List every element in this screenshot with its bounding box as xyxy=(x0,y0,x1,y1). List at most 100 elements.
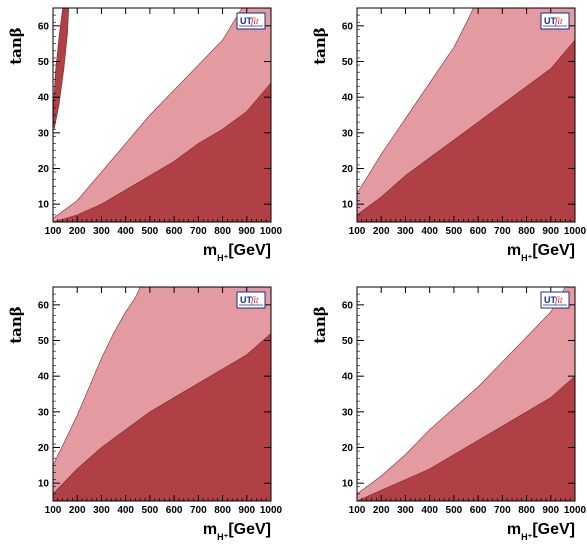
x-tick-label: 300 xyxy=(397,505,414,516)
x-axis-label-main: m xyxy=(203,521,217,538)
logo-box xyxy=(540,291,570,309)
x-tick-label: 900 xyxy=(542,226,559,237)
y-tick-label: 20 xyxy=(38,164,50,175)
y-tick-label: 10 xyxy=(342,479,354,490)
x-tick-label: 600 xyxy=(166,226,183,237)
x-tick-label: 1000 xyxy=(564,226,587,237)
x-tick-label: 400 xyxy=(117,505,134,516)
x-tick-label: 300 xyxy=(397,226,414,237)
y-axis-label: tanβ xyxy=(7,306,25,344)
x-tick-label: 700 xyxy=(190,226,207,237)
x-tick-label: 1000 xyxy=(260,226,283,237)
x-tick-label: 900 xyxy=(238,226,255,237)
y-tick-label: 60 xyxy=(342,21,354,32)
x-axis-label-main: m xyxy=(507,521,521,538)
chart-panel-3: 100 200 300 400 500 600 700 800 900 1000 10 20 30 40 5… xyxy=(7,286,283,542)
y-tick-label: 30 xyxy=(38,407,50,418)
utfit-logo: UT fit xyxy=(236,12,266,30)
allowed-region-dark-island xyxy=(52,7,70,130)
x-axis-label: mH⁺[GeV] xyxy=(203,521,271,542)
x-axis-label-unit: [GeV] xyxy=(532,242,575,259)
x-tick-label: 300 xyxy=(93,505,110,516)
x-axis-label-unit: [GeV] xyxy=(532,521,575,538)
x-axis-label-main: m xyxy=(507,242,521,259)
chart-panel-1: 100 200 300 400 500 600 700 800 900 1000 10 20 30 40 5… xyxy=(7,7,283,263)
x-tick-label: 200 xyxy=(373,505,390,516)
x-tick-label: 600 xyxy=(166,505,183,516)
x-axis-label-subscript: H⁺ xyxy=(217,253,228,263)
y-tick-label: 60 xyxy=(342,300,354,311)
y-tick-label: 10 xyxy=(38,479,50,490)
y-tick-label: 40 xyxy=(38,93,50,104)
x-tick-label: 400 xyxy=(421,226,438,237)
y-tick-label: 60 xyxy=(38,300,50,311)
x-tick-label: 800 xyxy=(214,505,231,516)
y-tick-label: 20 xyxy=(38,443,50,454)
y-tick-label: 40 xyxy=(342,93,354,104)
utfit-logo: UT fit xyxy=(540,291,570,309)
y-tick-label: 20 xyxy=(342,443,354,454)
y-tick-label: 30 xyxy=(342,407,354,418)
x-axis-label-subscript: H⁺ xyxy=(217,532,228,542)
x-tick-label: 700 xyxy=(494,505,511,516)
x-tick-label: 600 xyxy=(470,505,487,516)
x-tick-label: 400 xyxy=(421,505,438,516)
y-tick-label: 50 xyxy=(342,57,354,68)
x-tick-label: 100 xyxy=(45,226,62,237)
x-axis-label-unit: [GeV] xyxy=(228,521,271,538)
x-axis-label: mH⁺[GeV] xyxy=(507,521,575,542)
x-tick-label: 500 xyxy=(446,226,463,237)
x-tick-label: 500 xyxy=(142,505,159,516)
y-tick-label: 40 xyxy=(342,372,354,383)
x-tick-label: 900 xyxy=(238,505,255,516)
y-tick-label: 50 xyxy=(38,336,50,347)
y-tick-label: 30 xyxy=(342,128,354,139)
x-tick-label: 800 xyxy=(518,226,535,237)
x-tick-label: 800 xyxy=(518,505,535,516)
x-tick-label: 500 xyxy=(142,226,159,237)
y-axis-label: tanβ xyxy=(7,27,25,65)
x-tick-label: 200 xyxy=(69,505,86,516)
logo-ut-text: UT xyxy=(240,295,252,305)
x-tick-label: 800 xyxy=(214,226,231,237)
logo-box xyxy=(236,291,266,309)
logo-fit-text: fit xyxy=(251,295,259,305)
x-tick-label: 1000 xyxy=(260,505,283,516)
x-tick-label: 400 xyxy=(117,226,134,237)
logo-fit-text: fit xyxy=(555,16,563,26)
x-axis-label-main: m xyxy=(203,242,217,259)
x-tick-label: 700 xyxy=(190,505,207,516)
utfit-logo: UT fit xyxy=(236,291,266,309)
x-tick-label: 100 xyxy=(45,505,62,516)
logo-ut-text: UT xyxy=(544,295,556,305)
y-tick-label: 50 xyxy=(342,336,354,347)
x-tick-label: 500 xyxy=(446,505,463,516)
logo-ut-text: UT xyxy=(240,16,252,26)
y-tick-label: 50 xyxy=(38,57,50,68)
y-tick-label: 40 xyxy=(38,372,50,383)
y-tick-label: 10 xyxy=(38,200,50,211)
logo-fit-text: fit xyxy=(555,295,563,305)
x-tick-label: 600 xyxy=(470,226,487,237)
logo-ut-text: UT xyxy=(544,16,556,26)
x-axis-label-subscript: H⁺ xyxy=(521,532,532,542)
x-axis-label: mH⁺[GeV] xyxy=(507,242,575,263)
chart-panel-4: 100 200 300 400 500 600 700 800 900 1000 10 20 30 40 5… xyxy=(311,286,587,542)
utfit-logo: UT fit xyxy=(540,12,570,30)
logo-box xyxy=(540,12,570,30)
y-tick-label: 10 xyxy=(342,200,354,211)
x-tick-label: 300 xyxy=(93,226,110,237)
x-axis-label: mH⁺[GeV] xyxy=(203,242,271,263)
logo-fit-text: fit xyxy=(251,16,259,26)
x-tick-label: 700 xyxy=(494,226,511,237)
y-axis-label: tanβ xyxy=(311,27,329,65)
chart-panel-2: 100 200 300 400 500 600 700 800 900 1000 10 20 30 40 5… xyxy=(311,7,587,263)
x-tick-label: 900 xyxy=(542,505,559,516)
x-tick-label: 1000 xyxy=(564,505,587,516)
y-tick-label: 20 xyxy=(342,164,354,175)
y-tick-label: 60 xyxy=(38,21,50,32)
x-tick-label: 200 xyxy=(69,226,86,237)
x-tick-label: 100 xyxy=(349,226,366,237)
y-axis-label: tanβ xyxy=(311,306,329,344)
